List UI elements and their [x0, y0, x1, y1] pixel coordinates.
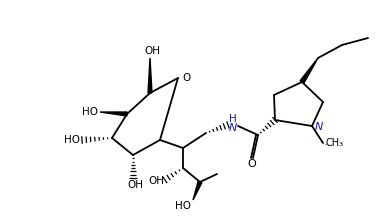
Text: CH₃: CH₃: [325, 138, 343, 148]
Text: OH: OH: [127, 180, 143, 190]
Text: N: N: [229, 123, 237, 133]
Text: O: O: [182, 73, 190, 83]
Text: OH: OH: [148, 176, 164, 186]
Text: HO: HO: [175, 201, 191, 211]
Text: OH: OH: [144, 46, 160, 56]
Polygon shape: [148, 58, 152, 93]
Polygon shape: [100, 112, 127, 116]
Text: N: N: [315, 122, 323, 132]
Text: HO: HO: [64, 135, 80, 145]
Polygon shape: [300, 58, 318, 83]
Polygon shape: [193, 181, 202, 200]
Text: O: O: [247, 159, 256, 169]
Text: methyl: methyl: [325, 143, 330, 145]
Text: HO: HO: [82, 107, 98, 117]
Text: H: H: [229, 114, 237, 124]
